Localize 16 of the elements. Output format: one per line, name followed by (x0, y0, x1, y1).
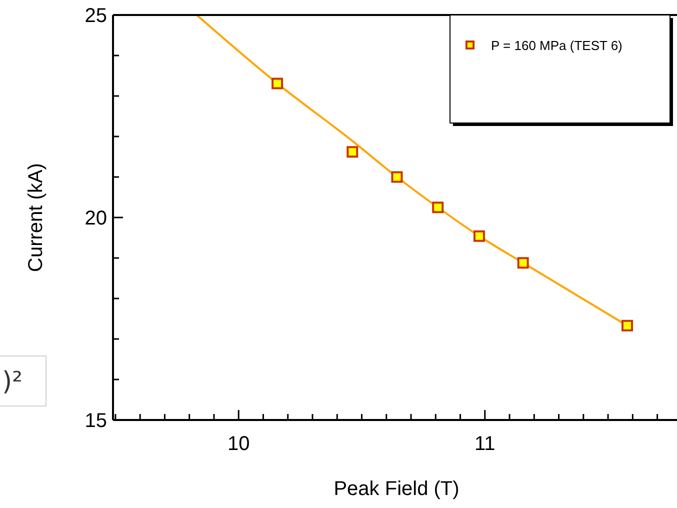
x-axis-title: Peak Field (T) (334, 478, 460, 500)
point (272, 78, 284, 90)
x-tick-label: 10 (227, 433, 250, 455)
legend-label: P = 160 MPa (TEST 6) (491, 38, 622, 53)
point (473, 230, 485, 242)
point (391, 171, 403, 183)
y-tick-label: 25 (84, 5, 107, 27)
x-tick-label: 11 (474, 433, 496, 455)
text: )² (2, 367, 23, 397)
point (432, 202, 444, 214)
point (346, 146, 358, 158)
point (622, 320, 633, 332)
y-tick-label: 20 (84, 208, 107, 230)
y-axis-title: Current (kA) (25, 163, 47, 272)
point (517, 257, 529, 269)
y-tick-label: 15 (84, 410, 107, 432)
